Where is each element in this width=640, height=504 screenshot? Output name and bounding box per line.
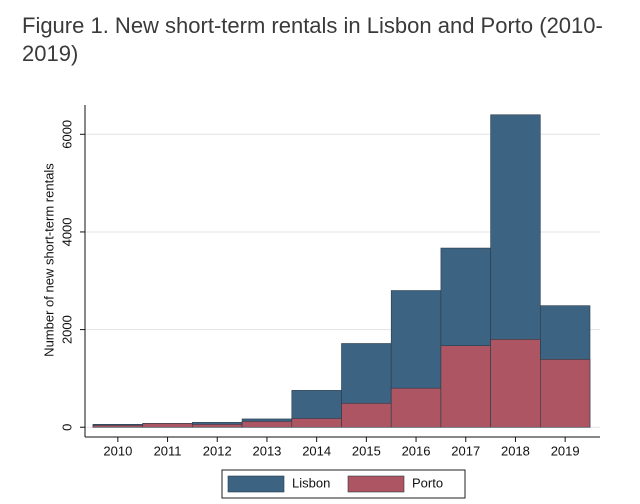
legend-label: Lisbon	[292, 475, 330, 490]
bar	[539, 359, 591, 428]
bar	[341, 403, 392, 428]
bar	[291, 418, 342, 428]
x-tick-label: 2017	[451, 443, 480, 458]
bar	[390, 387, 442, 428]
chart-title: Figure 1. New short-term rentals in Lisb…	[22, 13, 603, 66]
x-tick-label: 2011	[154, 443, 182, 458]
y-tick-label: 0	[59, 424, 74, 431]
legend-label: Porto	[412, 475, 443, 490]
bar	[490, 339, 541, 428]
legend-swatch	[227, 475, 285, 493]
x-tick-label: 2012	[203, 443, 232, 458]
bar	[142, 423, 193, 428]
x-tick-label: 2016	[402, 443, 431, 458]
x-tick-label: 2014	[302, 443, 331, 458]
x-tick-label: 2013	[252, 443, 281, 458]
bar	[92, 424, 144, 428]
y-tick-label: 6000	[59, 120, 74, 149]
bar	[440, 345, 491, 428]
bar	[192, 424, 243, 428]
x-tick-label: 2019	[551, 443, 580, 458]
y-tick-label: 2000	[59, 315, 74, 344]
bar	[241, 421, 293, 428]
y-axis-label: Number of new short-term rentals	[41, 163, 56, 357]
y-tick-label: 4000	[59, 217, 74, 246]
x-tick-label: 2010	[103, 443, 132, 458]
legend-swatch	[347, 475, 405, 493]
x-tick-label: 2018	[501, 443, 530, 458]
x-tick-label: 2015	[352, 443, 381, 458]
